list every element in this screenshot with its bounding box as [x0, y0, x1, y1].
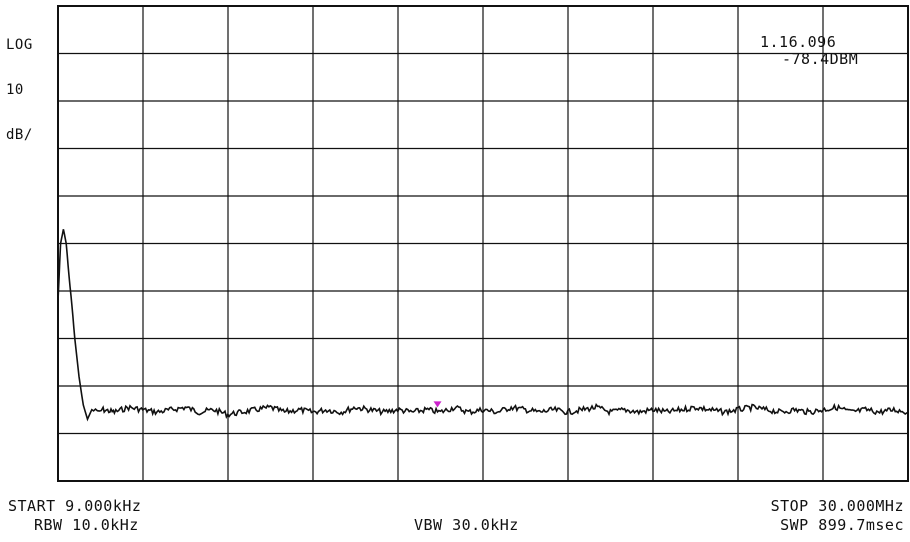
scale-mode: LOG — [6, 37, 33, 53]
start-frequency-label: START 9.000kHz — [8, 497, 142, 515]
graticule — [57, 5, 909, 482]
marker-frequency-readout: 1.16.096 — [760, 33, 837, 51]
marker-level-readout: -78.4DBM — [782, 50, 859, 68]
rbw-label: RBW 10.0kHz — [34, 516, 139, 534]
trace-group — [57, 229, 909, 422]
marker-point — [433, 401, 442, 408]
vbw-label: VBW 30.0kHz — [414, 516, 519, 534]
scale-label: LOG 10 dB/ — [6, 8, 33, 158]
spectrum-trace — [57, 229, 909, 422]
marker-group — [433, 401, 442, 408]
sweep-time-label: SWP 899.7msec — [780, 516, 904, 534]
scale-value: 10 — [6, 82, 24, 98]
scale-unit: dB/ — [6, 127, 33, 143]
stop-frequency-label: STOP 30.000MHz — [770, 497, 904, 515]
